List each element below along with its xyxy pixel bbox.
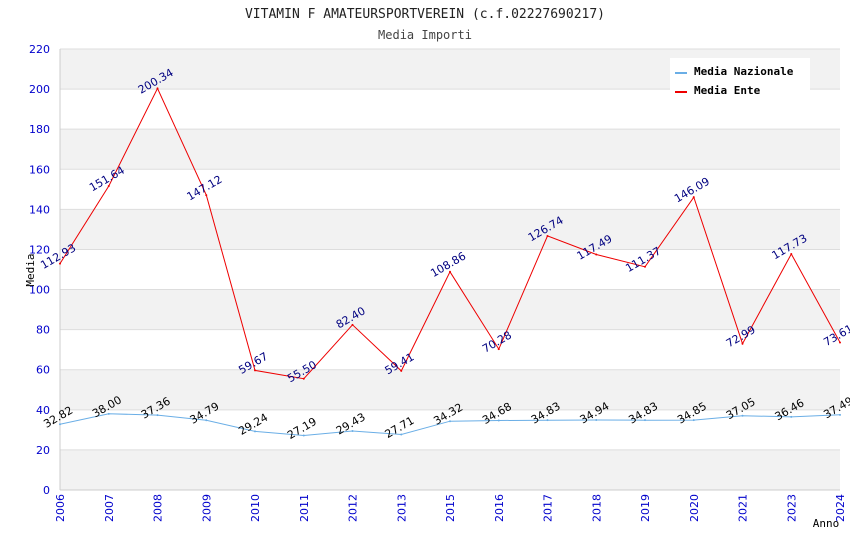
data-label-media-ente: 70.28 <box>480 329 514 356</box>
y-tick-label: 120 <box>29 243 50 256</box>
y-tick-label: 0 <box>43 484 50 497</box>
data-point-media-nazionale <box>351 430 354 433</box>
y-tick-labels: 0 20 40 60 80 100 120 140 160 180 200 220 <box>29 43 50 497</box>
data-point-media-nazionale <box>400 433 403 436</box>
x-tick-label: 2019 <box>639 494 652 522</box>
band <box>60 449 840 490</box>
x-tick-label: 2007 <box>103 494 116 522</box>
x-tick-labels: 2006 2007 2008 2009 2010 2011 2012 2013 2015 2016… <box>54 494 847 522</box>
x-tick-label: 2016 <box>493 494 506 522</box>
chart-subtitle: Media Importi <box>378 28 472 42</box>
data-label-media-nazionale: 27.19 <box>285 415 319 442</box>
x-tick-label: 2020 <box>688 494 701 522</box>
legend-label-media-ente: Media Ente <box>694 84 761 97</box>
x-tick-label: 2017 <box>542 494 555 522</box>
data-point-media-ente <box>790 253 793 256</box>
band <box>60 209 840 250</box>
x-tick-label: 2006 <box>54 494 67 522</box>
data-point-media-ente <box>107 185 110 188</box>
chart-title: VITAMIN F AMATEURSPORTVEREIN (c.f.022276… <box>245 7 605 22</box>
series-lines <box>59 87 841 437</box>
band <box>60 289 840 330</box>
legend: Media Nazionale Media Ente <box>670 58 810 102</box>
x-tick-label: 2012 <box>347 494 360 522</box>
y-tick-label: 180 <box>29 123 50 136</box>
data-point-media-ente <box>692 196 695 199</box>
x-tick-label: 2011 <box>298 494 311 522</box>
y-tick-label: 80 <box>36 324 50 337</box>
data-point-media-ente <box>254 369 256 372</box>
data-point-media-nazionale <box>449 420 451 423</box>
data-label-media-nazionale: 29.43 <box>334 410 368 437</box>
data-point-media-ente <box>156 87 159 90</box>
axes <box>59 49 840 491</box>
data-label-media-nazionale: 29.24 <box>236 411 270 438</box>
y-tick-label: 220 <box>29 43 50 56</box>
x-tick-label: 2023 <box>785 494 798 522</box>
x-tick-label: 2015 <box>444 494 457 522</box>
y-tick-label: 20 <box>36 444 50 457</box>
data-point-media-ente <box>741 342 744 345</box>
x-tick-label: 2018 <box>590 494 603 522</box>
x-tick-label: 2024 <box>834 494 847 522</box>
data-label-media-nazionale: 27.71 <box>383 414 417 441</box>
data-label-media-ente: 146.09 <box>672 175 712 206</box>
data-point-media-nazionale <box>107 412 110 415</box>
data-point-media-ente <box>59 262 61 265</box>
data-point-media-ente <box>595 253 598 256</box>
band <box>60 129 840 170</box>
data-point-media-nazionale <box>595 418 598 421</box>
y-tick-label: 40 <box>36 404 50 417</box>
data-label-media-ente: 147.12 <box>185 173 225 204</box>
data-point-media-nazionale <box>741 414 744 417</box>
data-point-media-ente <box>400 369 403 372</box>
y-tick-label: 60 <box>36 364 50 377</box>
y-tick-label: 200 <box>29 83 50 96</box>
band <box>60 369 840 410</box>
data-point-media-nazionale <box>497 419 500 422</box>
x-tick-label: 2013 <box>395 494 408 522</box>
data-point-media-ente <box>302 377 305 380</box>
data-point-media-ente <box>546 234 549 237</box>
x-tick-label: 2008 <box>152 494 165 522</box>
y-tick-label: 160 <box>29 163 50 176</box>
y-tick-label: 100 <box>29 284 50 297</box>
y-tick-label: 140 <box>29 203 50 216</box>
data-point-media-nazionale <box>205 419 208 422</box>
data-point-media-nazionale <box>156 414 159 417</box>
data-point-media-nazionale <box>790 415 793 418</box>
data-point-media-ente <box>205 194 208 197</box>
x-tick-label: 2021 <box>737 494 750 522</box>
data-point-media-ente <box>449 270 451 273</box>
data-point-media-nazionale <box>839 413 841 416</box>
data-point-media-nazionale <box>254 430 256 433</box>
data-point-media-ente <box>839 341 841 344</box>
data-point-media-nazionale <box>59 423 61 426</box>
legend-box <box>670 58 810 102</box>
data-point-media-nazionale <box>302 434 305 437</box>
data-point-media-nazionale <box>644 419 646 422</box>
y-axis-title: Media <box>24 253 37 286</box>
data-point-media-nazionale <box>692 419 695 422</box>
data-point-media-ente <box>351 323 354 326</box>
x-tick-label: 2010 <box>249 494 262 522</box>
legend-label-media-nazionale: Media Nazionale <box>694 65 794 78</box>
data-point-media-ente <box>497 348 500 351</box>
x-axis-title: Anno <box>813 517 840 530</box>
data-point-media-ente <box>644 265 646 268</box>
data-point-media-nazionale <box>546 419 549 422</box>
x-tick-label: 2009 <box>200 494 213 522</box>
